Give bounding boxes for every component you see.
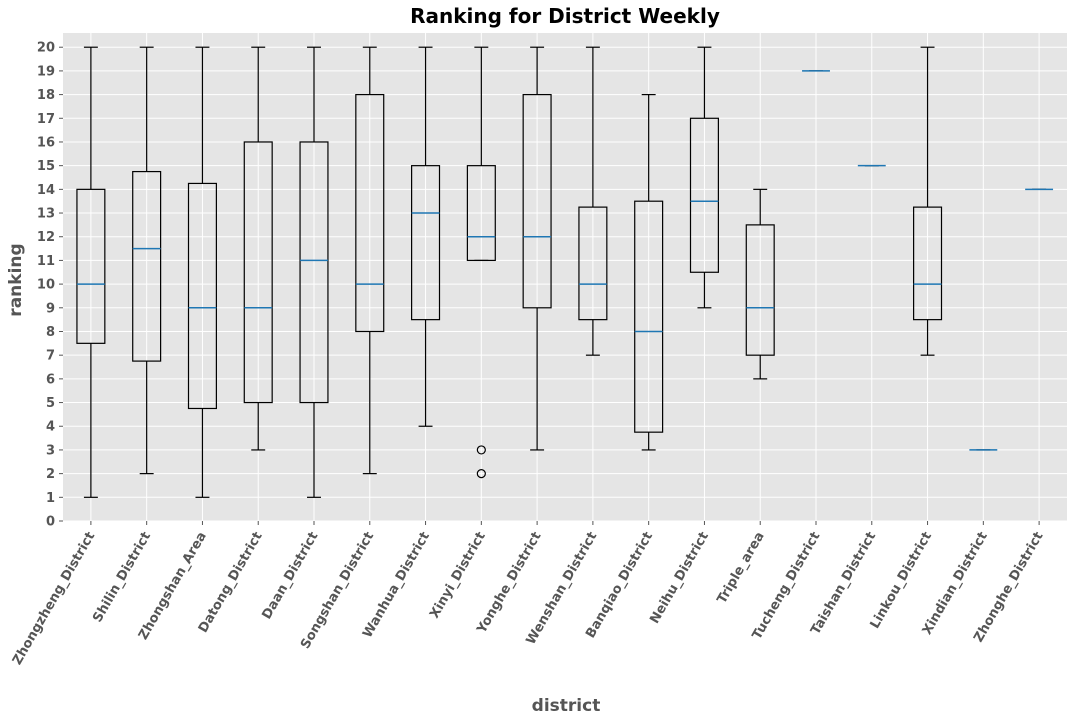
- y-tick-label: 3: [46, 443, 55, 458]
- box-Banqiao_District: [634, 93, 664, 451]
- x-axis-label: district: [532, 696, 601, 716]
- box-iqr: [243, 141, 273, 404]
- x-tick-label: Neihu_District: [647, 530, 712, 627]
- y-axis-label: ranking: [6, 243, 26, 316]
- x-tick-label: Linkou_District: [868, 530, 935, 632]
- box-iqr: [355, 93, 385, 333]
- y-tick-label: 14: [37, 183, 55, 198]
- y-tick-label: 8: [46, 325, 55, 340]
- y-tick-label: 17: [37, 112, 55, 127]
- box-iqr: [466, 165, 496, 262]
- y-tick-label: 5: [46, 396, 55, 411]
- box-Zhongshan_Area: [187, 46, 217, 498]
- y-tick-label: 16: [37, 135, 55, 150]
- box-Xinyi_District: [466, 46, 496, 479]
- y-tick-label: 0: [46, 515, 55, 530]
- x-tick-label: Daan_District: [259, 530, 321, 622]
- box-iqr: [187, 182, 217, 410]
- box-iqr: [76, 188, 106, 344]
- box-iqr: [132, 170, 162, 362]
- box-Wenshan_District: [578, 46, 608, 356]
- box-Datong_District: [243, 46, 273, 451]
- y-tick-label: 13: [37, 207, 55, 222]
- x-tick-label: Zhongzheng_District: [10, 530, 98, 668]
- x-tick-label: Shilin_District: [90, 530, 154, 626]
- y-tick-label: 9: [46, 301, 55, 316]
- box-Zhongzheng_District: [76, 46, 106, 498]
- box-iqr: [634, 200, 664, 433]
- plot-area: [63, 33, 1067, 521]
- y-tick-label: 10: [37, 278, 55, 293]
- y-tick-label: 6: [46, 372, 55, 387]
- box-Yonghe_District: [522, 46, 552, 451]
- outlier-point: [476, 469, 486, 479]
- y-tick-label: 4: [46, 420, 55, 435]
- x-tick-label: Datong_District: [196, 530, 266, 636]
- box-iqr: [689, 117, 719, 273]
- y-tick-label: 19: [37, 64, 55, 79]
- y-tick-label: 1: [46, 491, 55, 506]
- box-iqr: [299, 141, 329, 404]
- y-tick-label: 15: [37, 159, 55, 174]
- x-axis-ticks: Zhongzheng_DistrictShilin_DistrictZhongs…: [10, 521, 1047, 668]
- box-Wanhua_District: [411, 46, 441, 427]
- box-iqr: [578, 206, 608, 321]
- box-Songshan_District: [355, 46, 385, 475]
- box-Daan_District: [299, 46, 329, 498]
- outlier-point: [476, 445, 486, 455]
- x-tick-label: Xinyi_District: [427, 530, 489, 622]
- y-tick-label: 11: [37, 254, 55, 269]
- box-Neihu_District: [689, 46, 719, 309]
- y-tick-label: 12: [37, 230, 55, 245]
- box-Triple_area: [745, 188, 775, 380]
- y-tick-label: 7: [46, 349, 55, 364]
- box-Linkou_District: [913, 46, 943, 356]
- box-Shilin_District: [132, 46, 162, 475]
- y-tick-label: 20: [37, 41, 55, 56]
- x-tick-label: Triple_area: [715, 530, 768, 607]
- chart-title: Ranking for District Weekly: [410, 4, 720, 28]
- box-iqr: [411, 165, 441, 321]
- box-iqr: [745, 224, 775, 356]
- y-tick-label: 18: [37, 88, 55, 103]
- box-iqr: [913, 206, 943, 321]
- box-series: [76, 46, 1054, 498]
- box-iqr: [522, 93, 552, 309]
- y-tick-label: 2: [46, 467, 55, 482]
